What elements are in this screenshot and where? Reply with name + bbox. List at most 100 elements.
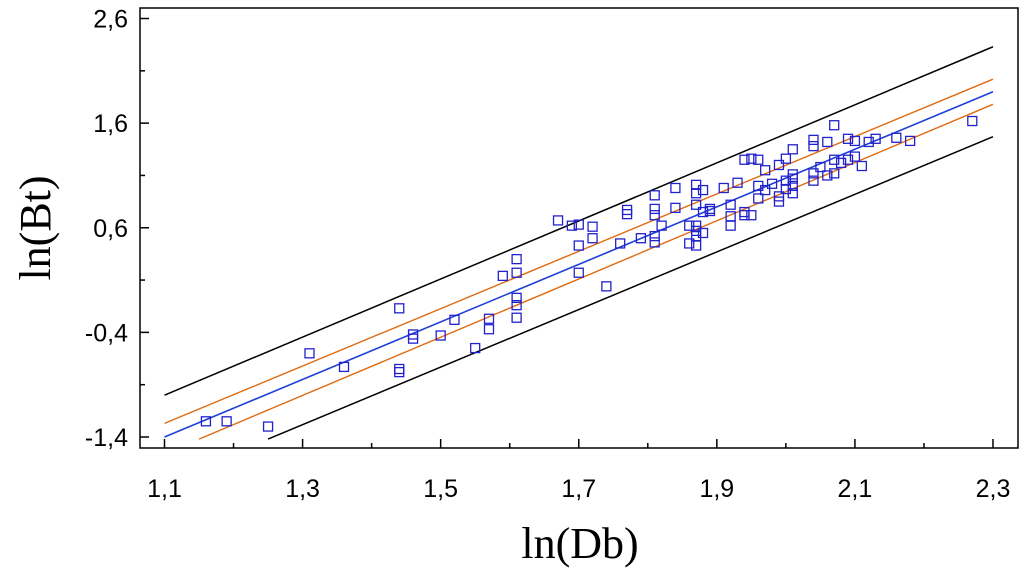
y-tick-label: 1,6 — [93, 110, 128, 138]
data-point-51 — [697, 227, 709, 239]
data-point-21 — [511, 312, 522, 323]
data-point-52 — [697, 184, 709, 196]
data-point-24 — [573, 219, 584, 230]
data-point-47 — [690, 220, 702, 231]
data-point-16 — [497, 270, 508, 282]
data-point-42 — [684, 220, 695, 231]
line-confidence-upper — [164, 78, 994, 425]
data-point-72 — [773, 196, 785, 207]
data-point-20 — [511, 300, 522, 311]
data-point-8 — [394, 303, 405, 314]
data-point-79 — [787, 180, 798, 192]
data-point-48 — [690, 199, 702, 210]
data-point-96 — [849, 151, 861, 162]
data-point-78 — [787, 188, 798, 199]
y-tick-label: 0,6 — [93, 215, 128, 243]
line-prediction-upper — [164, 46, 994, 396]
data-point-15 — [483, 324, 495, 335]
scatter-points — [200, 115, 978, 432]
data-point-84 — [808, 175, 819, 186]
data-point-28 — [587, 233, 598, 244]
data-point-38 — [649, 190, 660, 201]
y-tick-label: 2,6 — [93, 6, 128, 34]
data-point-85 — [808, 140, 819, 152]
line-fitted-line — [164, 90, 994, 438]
fit-lines — [164, 46, 994, 440]
data-point-6 — [394, 366, 405, 378]
data-point-39 — [656, 220, 667, 231]
x-tick-label: 1,1 — [147, 475, 182, 503]
data-point-102 — [905, 135, 916, 147]
plot-frame — [139, 7, 1019, 449]
data-point-59 — [725, 199, 736, 210]
data-point-74 — [773, 159, 785, 171]
data-point-73 — [773, 191, 785, 202]
data-point-77 — [780, 153, 792, 164]
data-point-66 — [753, 193, 764, 204]
data-point-53 — [697, 206, 709, 218]
data-point-14 — [483, 313, 495, 324]
data-point-56 — [718, 182, 729, 194]
x-axis-title: ln(Db) — [521, 519, 638, 568]
data-point-69 — [760, 165, 771, 176]
data-point-91 — [829, 120, 840, 131]
data-point-94 — [842, 133, 854, 144]
x-axis-ticks: 1,1 1,3 1,5 1,7 1,9 2,1 2,3 — [147, 439, 1010, 503]
data-point-97 — [849, 135, 861, 147]
data-point-4 — [304, 348, 315, 359]
data-point-18 — [511, 253, 522, 265]
data-point-41 — [670, 182, 681, 194]
data-point-35 — [649, 237, 660, 248]
data-point-83 — [808, 168, 819, 179]
x-tick-label: 1,7 — [561, 475, 596, 503]
x-tick-label: 1,3 — [285, 475, 320, 503]
data-point-60 — [732, 177, 743, 188]
data-point-37 — [649, 203, 660, 215]
data-point-45 — [690, 230, 702, 242]
data-point-27 — [587, 221, 598, 232]
data-point-101 — [891, 132, 902, 143]
data-point-93 — [835, 157, 847, 169]
y-axis-ticks: -1,4 -0,4 0,6 1,6 2,6 — [85, 6, 149, 452]
data-point-3 — [262, 421, 274, 432]
data-point-22 — [552, 215, 564, 226]
data-point-100 — [870, 133, 881, 144]
data-point-87 — [815, 161, 826, 173]
data-point-25 — [573, 240, 584, 251]
data-point-103 — [967, 115, 978, 127]
data-point-70 — [760, 184, 771, 196]
data-point-71 — [766, 178, 778, 189]
data-point-82 — [787, 144, 798, 155]
data-point-26 — [573, 267, 584, 278]
data-point-33 — [635, 233, 647, 244]
data-point-32 — [621, 208, 633, 220]
data-point-1 — [200, 416, 212, 427]
data-point-86 — [808, 134, 819, 146]
data-point-81 — [787, 169, 798, 180]
x-tick-label: 1,5 — [423, 475, 458, 503]
data-point-34 — [649, 230, 660, 242]
data-point-2 — [221, 416, 232, 427]
data-point-55 — [704, 203, 716, 215]
data-point-61 — [739, 154, 750, 165]
data-point-98 — [856, 160, 867, 172]
y-tick-label: -0,4 — [85, 319, 128, 347]
data-point-30 — [615, 238, 626, 249]
data-point-90 — [829, 168, 840, 179]
data-point-13 — [470, 342, 481, 354]
data-point-19 — [511, 292, 522, 303]
data-point-58 — [725, 211, 736, 222]
y-axis-title: ln(Bt) — [11, 175, 60, 280]
data-point-76 — [780, 175, 792, 186]
data-point-95 — [842, 154, 854, 165]
data-point-40 — [670, 202, 681, 214]
data-point-12 — [449, 314, 460, 325]
data-point-29 — [601, 281, 612, 292]
data-point-10 — [407, 333, 419, 344]
y-tick-label: -1,4 — [85, 424, 128, 452]
data-point-23 — [566, 220, 577, 231]
x-tick-label: 2,1 — [838, 475, 873, 503]
data-point-36 — [649, 210, 660, 221]
data-point-64 — [746, 153, 757, 164]
data-point-65 — [746, 210, 757, 221]
